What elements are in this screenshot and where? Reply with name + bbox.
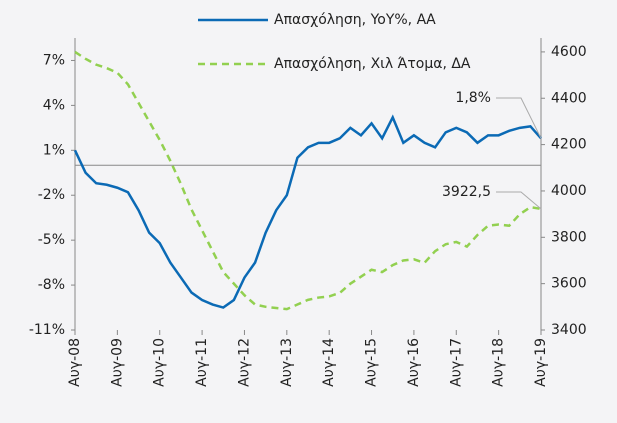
series-line xyxy=(74,50,542,311)
y-tick-label: -5% xyxy=(38,232,65,248)
x-tick-label: Αυγ-14 xyxy=(321,338,337,387)
leader-line xyxy=(496,97,542,139)
y-tick-label: -11% xyxy=(29,322,65,338)
x-tick-label: Αυγ-17 xyxy=(448,338,464,387)
x-tick-label: Αυγ-18 xyxy=(491,338,507,387)
leader-line xyxy=(496,191,542,210)
legend-label: Απασχόληση, Χιλ Άτομα, ΔΑ xyxy=(274,56,471,72)
y2-tick-label: 4400 xyxy=(551,90,587,106)
x-tick-label: Αυγ-15 xyxy=(364,338,380,387)
x-tick-label: Αυγ-08 xyxy=(67,338,83,387)
y-tick-label: 4% xyxy=(43,97,65,113)
legend-label: Απασχόληση, YoY%, ΑΑ xyxy=(274,12,436,28)
x-tick-label: Αυγ-12 xyxy=(236,338,252,387)
y-tick-label: 7% xyxy=(43,52,65,68)
y2-tick-label: 4000 xyxy=(551,183,587,199)
x-tick-label: Αυγ-10 xyxy=(152,338,168,387)
x-tick-label: Αυγ-13 xyxy=(279,338,295,387)
x-tick-label: Αυγ-11 xyxy=(194,338,210,387)
x-tick-label: Αυγ-19 xyxy=(533,338,549,387)
y2-tick-label: 4600 xyxy=(551,44,587,60)
x-tick-label: Αυγ-16 xyxy=(406,338,422,387)
value-label: 3922,5 xyxy=(442,184,491,200)
y-tick-label: -8% xyxy=(38,277,65,293)
y2-tick-label: 3400 xyxy=(551,322,587,338)
value-label: 1,8% xyxy=(455,90,491,106)
series-line xyxy=(73,114,542,309)
y-tick-label: 1% xyxy=(43,142,65,158)
y-tick-label: -2% xyxy=(38,187,65,203)
y2-tick-label: 4200 xyxy=(551,137,587,153)
x-tick-label: Αυγ-09 xyxy=(109,338,125,387)
y2-tick-label: 3800 xyxy=(551,229,587,245)
y2-tick-label: 3600 xyxy=(551,276,587,292)
